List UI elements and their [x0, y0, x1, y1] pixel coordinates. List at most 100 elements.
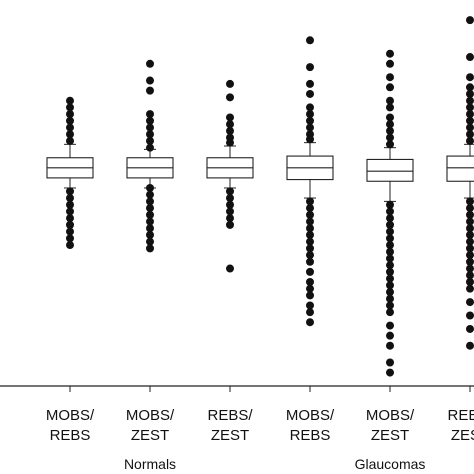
outlier-point	[66, 123, 74, 132]
outlier-point	[386, 274, 394, 283]
outlier-point	[146, 210, 154, 219]
outlier-point	[66, 234, 74, 243]
outlier-point	[386, 341, 394, 350]
outlier-point	[306, 301, 314, 310]
outlier-point	[386, 96, 394, 105]
outlier-point	[146, 224, 154, 233]
outlier-point	[386, 73, 394, 82]
box-3	[286, 36, 334, 327]
box-5	[446, 16, 474, 350]
tick-label: MOBS/	[366, 407, 415, 424]
outlier-point	[146, 197, 154, 206]
outlier-point	[386, 200, 394, 209]
outlier-point	[466, 298, 474, 307]
tick-label: REBS/	[447, 407, 474, 424]
outlier-point	[386, 358, 394, 367]
outlier-point	[466, 130, 474, 139]
outlier-point	[466, 224, 474, 233]
outlier-point	[466, 96, 474, 105]
outlier-point	[466, 341, 474, 350]
outlier-point	[226, 126, 234, 135]
outlier-point	[66, 136, 74, 145]
outlier-point	[306, 308, 314, 317]
outlier-point	[146, 143, 154, 152]
outlier-point	[306, 130, 314, 139]
outlier-point	[306, 123, 314, 132]
outlier-point	[386, 120, 394, 129]
outlier-point	[386, 241, 394, 250]
outlier-point	[146, 217, 154, 226]
outlier-point	[386, 267, 394, 276]
outlier-point	[386, 59, 394, 68]
x-axis-labels: MOBS/REBS MOBS/ZEST REBS/ZEST MOBS/REBS MOBS…	[46, 407, 474, 444]
outlier-point	[306, 103, 314, 112]
outlier-point	[466, 123, 474, 132]
tick-label: MOBS/	[286, 407, 335, 424]
outlier-point	[306, 36, 314, 45]
outlier-point	[306, 204, 314, 213]
outlier-point	[66, 130, 74, 139]
outlier-point	[226, 120, 234, 129]
outlier-point	[386, 140, 394, 149]
box-1	[126, 59, 174, 253]
outlier-point	[226, 93, 234, 102]
outlier-point	[466, 251, 474, 260]
outlier-point	[466, 324, 474, 333]
outlier-point	[386, 331, 394, 340]
outlier-point	[466, 89, 474, 98]
outlier-point	[146, 204, 154, 213]
outlier-point	[466, 271, 474, 280]
box-0	[46, 96, 94, 250]
outlier-point	[386, 49, 394, 58]
outlier-point	[386, 133, 394, 142]
outlier-point	[466, 311, 474, 320]
box-iqr	[446, 155, 474, 182]
outlier-point	[466, 284, 474, 293]
outlier-point	[146, 76, 154, 85]
outlier-point	[146, 123, 154, 132]
outlier-point	[66, 241, 74, 250]
outlier-point	[466, 277, 474, 286]
outlier-point	[386, 214, 394, 223]
outlier-point	[66, 110, 74, 119]
outlier-point	[226, 200, 234, 209]
outlier-point	[306, 224, 314, 233]
tick-label: REBS/	[207, 407, 253, 424]
outlier-point	[226, 214, 234, 223]
outlier-point	[466, 244, 474, 253]
tick-label: ZEST	[131, 427, 169, 444]
box-4	[366, 49, 414, 377]
outlier-point	[146, 116, 154, 125]
outlier-point	[466, 110, 474, 119]
outlier-point	[386, 294, 394, 303]
outlier-point	[146, 136, 154, 145]
outlier-point	[466, 257, 474, 266]
outlier-point	[306, 284, 314, 293]
outlier-point	[386, 126, 394, 135]
outlier-point	[466, 230, 474, 239]
outlier-point	[66, 187, 74, 196]
outlier-point	[386, 308, 394, 317]
outlier-point	[226, 113, 234, 122]
outlier-point	[386, 247, 394, 256]
outlier-point	[306, 63, 314, 72]
outlier-point	[66, 116, 74, 125]
outlier-point	[386, 113, 394, 122]
outlier-point	[226, 220, 234, 229]
outlier-point	[146, 244, 154, 253]
tick-label: ZEST	[371, 427, 409, 444]
outlier-point	[226, 194, 234, 203]
outlier-point	[466, 83, 474, 92]
outlier-point	[466, 116, 474, 125]
x-axis	[0, 385, 474, 392]
outlier-point	[386, 234, 394, 243]
outlier-point	[66, 96, 74, 105]
outlier-point	[466, 264, 474, 273]
group-label-0: Normals	[124, 456, 176, 472]
outlier-point	[306, 291, 314, 300]
outlier-point	[386, 288, 394, 297]
outlier-point	[306, 318, 314, 327]
outlier-point	[386, 301, 394, 310]
outlier-point	[66, 220, 74, 229]
outlier-point	[306, 257, 314, 266]
